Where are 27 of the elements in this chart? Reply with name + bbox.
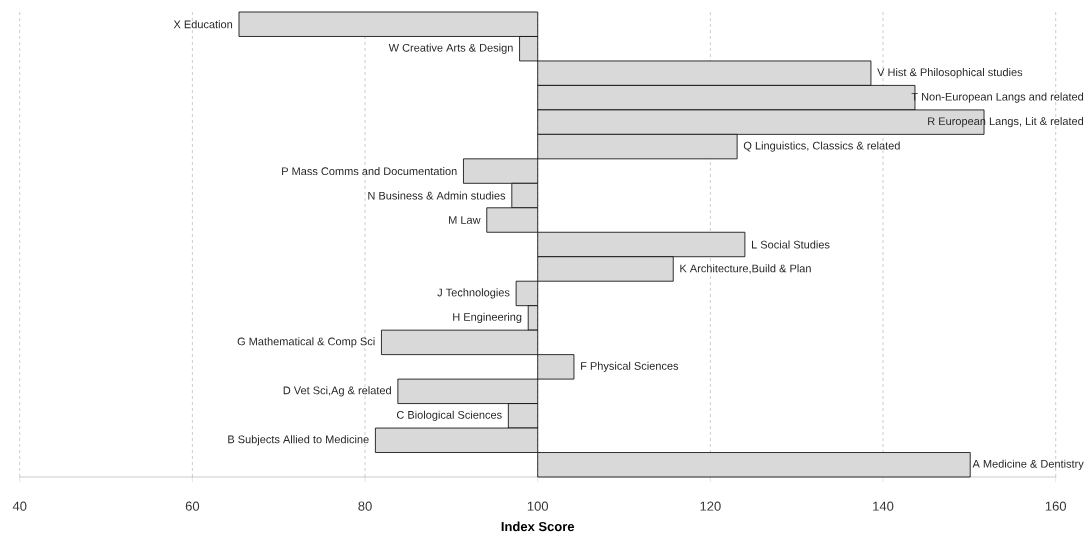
x-tick-label: 100 [527, 501, 549, 511]
y-tick-label: F Physical Sciences [581, 361, 679, 372]
y-tick-label: A Medicine & Dentistry [972, 459, 1084, 470]
x-tick-label: 160 [1045, 501, 1067, 511]
x-axis-title: Index Score [501, 521, 575, 532]
x-tick-label: 60 [185, 501, 200, 511]
y-tick-label: H Engineering [453, 312, 522, 324]
y-tick-label: P Mass Comms and Documentation [282, 167, 457, 176]
y-tick-label: T Non-European Langs and related [911, 92, 1084, 103]
y-tick-label: X Education [173, 20, 233, 29]
y-tick-label: M Law [449, 216, 481, 224]
y-tick-label: B Subjects Allied to Medicine [228, 435, 369, 446]
y-tick-label: G Mathematical & Comp Sci [237, 337, 375, 348]
x-tick-label: 40 [12, 501, 27, 511]
y-tick-label: C Biological Sciences [396, 410, 502, 421]
y-tick-label: Q Linguistics, Classics & related [743, 141, 900, 152]
y-tick-label: J Technologies [437, 288, 510, 299]
x-tick-label: 120 [700, 501, 721, 511]
y-tick-label: K Architecture,Build & Plan [680, 264, 811, 274]
x-tick-label: 80 [358, 501, 372, 511]
x-tick-label: 140 [873, 501, 894, 511]
y-tick-label: R European Langs, Lit & related [928, 117, 1084, 128]
y-tick-label: W Creative Arts & Design [388, 43, 513, 54]
y-tick-label: N Business & Admin studies [368, 191, 506, 200]
y-tick-label: D Vet Sci,Ag & related [283, 386, 391, 397]
y-tick-label: L Social Studies [752, 240, 830, 249]
y-tick-label: V Hist & Philosophical studies [877, 68, 1023, 79]
